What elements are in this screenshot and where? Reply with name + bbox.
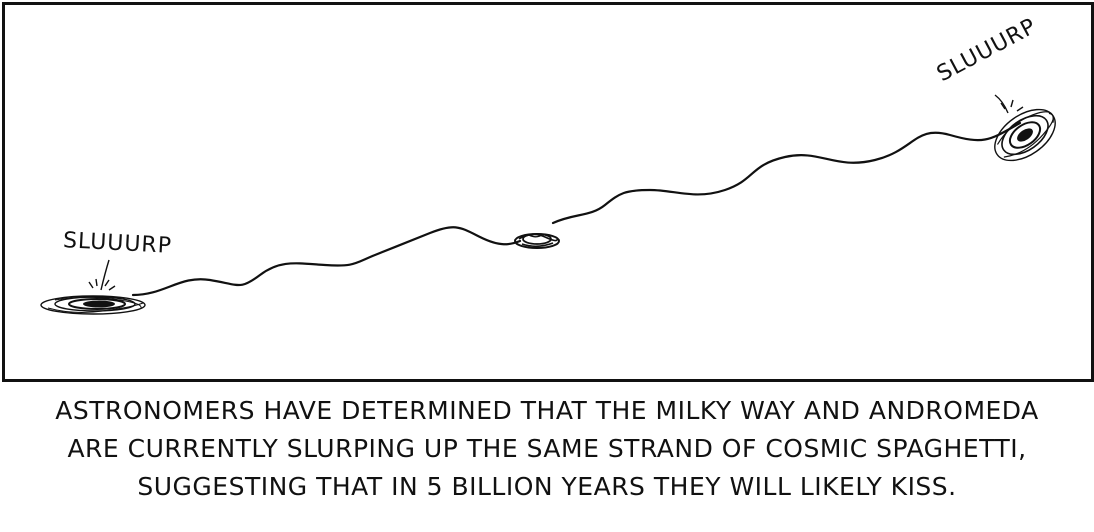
spaghetti-strand-right [551,121,1022,225]
caption-line-2: ARE CURRENTLY SLURPING UP THE SAME STRAN… [67,434,1027,463]
comic-panel: SLUUURP SLUUURP [2,2,1094,382]
spiral-galaxy-icon [40,295,146,315]
spaghetti-clump-icon [514,233,560,249]
slurp-lines-right [994,94,1024,114]
spiral-galaxy-icon [994,108,1056,162]
comic-caption: ASTRONOMERS HAVE DETERMINED THAT THE MIL… [0,392,1094,506]
caption-line-1: ASTRONOMERS HAVE DETERMINED THAT THE MIL… [55,396,1039,425]
caption-line-3: SUGGESTING THAT IN 5 BILLION YEARS THEY … [137,472,957,501]
slurp-lines-left [88,259,116,291]
spaghetti-strand-left [131,226,522,297]
panel-illustration [40,94,1056,315]
